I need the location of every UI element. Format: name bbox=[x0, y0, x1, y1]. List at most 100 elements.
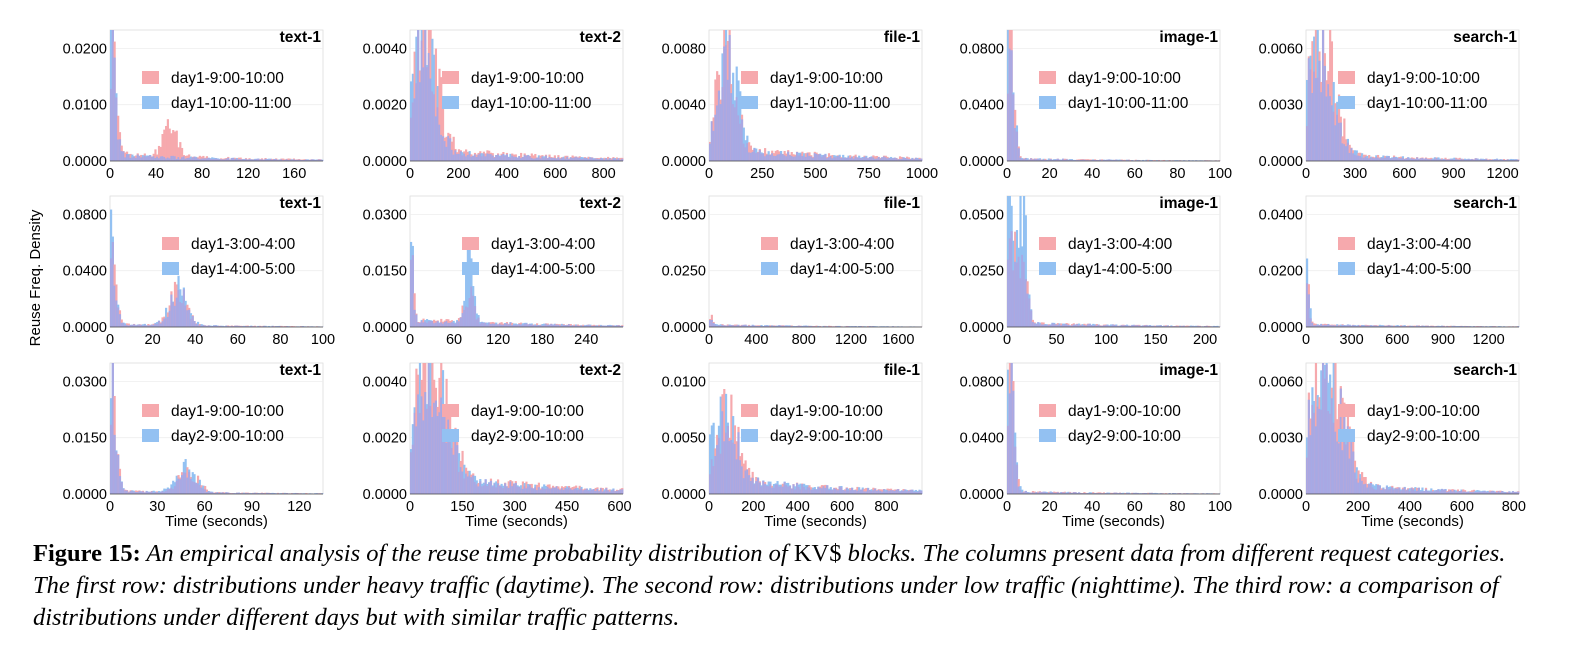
hist-bar-overlap bbox=[1030, 158, 1033, 161]
hist-bar-overlap bbox=[504, 483, 507, 494]
hist-bar-overlap bbox=[505, 154, 509, 161]
hist-bar-overlap bbox=[468, 475, 471, 494]
x-tick-label: 800 bbox=[592, 166, 616, 182]
hist-bar-overlap bbox=[181, 475, 184, 494]
panel-title: file-1 bbox=[884, 29, 921, 46]
hist-bar-overlap bbox=[1345, 444, 1348, 494]
hist-bar-overlap bbox=[225, 492, 228, 494]
hist-bar-overlap bbox=[897, 159, 900, 161]
x-tick-label: 900 bbox=[1431, 332, 1455, 348]
hist-bar-overlap bbox=[564, 487, 567, 494]
hist-bar-overlap bbox=[1099, 325, 1102, 327]
legend-swatch bbox=[1039, 404, 1056, 417]
hist-bar-overlap bbox=[1384, 489, 1387, 494]
hist-bar-overlap bbox=[456, 321, 459, 327]
hist-bar-overlap bbox=[1010, 363, 1013, 494]
hist-bar-overlap bbox=[1430, 491, 1433, 494]
hist-bar-overlap bbox=[1078, 492, 1081, 494]
hist-bar-overlap bbox=[488, 483, 491, 494]
hist-bar-overlap bbox=[1485, 491, 1488, 494]
hist-bar-overlap bbox=[161, 490, 164, 494]
hist-bar-overlap bbox=[502, 488, 505, 494]
hist-bar-overlap bbox=[1033, 492, 1036, 494]
hist-bar-overlap bbox=[541, 325, 544, 327]
hist-bar-overlap bbox=[1058, 159, 1061, 161]
hist-bar-overlap bbox=[156, 156, 159, 161]
hist-bar-overlap bbox=[1067, 159, 1070, 161]
hist-bar-overlap bbox=[212, 492, 216, 494]
y-tick-label: 0.0000 bbox=[960, 154, 1004, 170]
hist-bar-overlap bbox=[835, 488, 838, 494]
hist-bar-overlap bbox=[434, 322, 438, 327]
hist-bar-overlap bbox=[1090, 324, 1093, 327]
y-tick-label: 0.0150 bbox=[63, 431, 107, 447]
hist-bar-overlap bbox=[751, 477, 754, 494]
hist-bar-overlap bbox=[1182, 325, 1185, 327]
hist-bar-overlap bbox=[728, 325, 731, 327]
hist-bar-overlap bbox=[1014, 446, 1017, 494]
x-tick-label: 40 bbox=[187, 332, 203, 348]
hist-bar-overlap bbox=[578, 325, 581, 327]
legend-label: day1-9:00-10:00 bbox=[171, 403, 284, 420]
hist-bar-overlap bbox=[239, 326, 242, 327]
x-tick-label: 200 bbox=[446, 166, 470, 182]
hist-bar-overlap bbox=[785, 485, 788, 494]
hist-bar-overlap bbox=[550, 157, 553, 161]
hist-bar-overlap bbox=[1076, 160, 1079, 161]
hist-bar-overlap bbox=[537, 157, 540, 161]
hist-bar-overlap bbox=[861, 158, 864, 161]
hist-bar bbox=[539, 155, 542, 161]
hist-bar-overlap bbox=[1380, 489, 1383, 494]
hist-bar-overlap bbox=[200, 487, 203, 494]
x-tick-label: 150 bbox=[1144, 332, 1168, 348]
hist-bar-overlap bbox=[278, 326, 281, 327]
hist-bar-overlap bbox=[744, 147, 747, 161]
hist-bar-overlap bbox=[1497, 159, 1500, 161]
hist-bar-overlap bbox=[1437, 489, 1440, 494]
hist-bar-overlap bbox=[1046, 159, 1049, 161]
hist-bar-overlap bbox=[136, 154, 139, 161]
hist-bar-overlap bbox=[904, 489, 907, 494]
hist-bar-overlap bbox=[1325, 324, 1328, 327]
hist-bar-overlap bbox=[724, 432, 728, 494]
hist-bar-overlap bbox=[589, 157, 592, 161]
hist-bar-overlap bbox=[1038, 324, 1042, 327]
hist-bar-overlap bbox=[321, 160, 324, 161]
hist-bar-overlap bbox=[255, 158, 258, 161]
hist-bar-overlap bbox=[762, 480, 765, 494]
hist-bar-overlap bbox=[1329, 96, 1332, 161]
hist-bar-overlap bbox=[1117, 493, 1120, 494]
hist-bar-overlap bbox=[874, 488, 877, 494]
hist-bar-overlap bbox=[1408, 491, 1412, 494]
hist-bar-overlap bbox=[1412, 489, 1415, 494]
hist-bar-overlap bbox=[746, 143, 749, 161]
hist-bar-overlap bbox=[1102, 325, 1106, 327]
hist-bar-overlap bbox=[495, 324, 498, 327]
hist-bar-overlap bbox=[1419, 491, 1422, 494]
hist-bar-overlap bbox=[163, 318, 166, 327]
hist-bar-overlap bbox=[530, 157, 533, 161]
hist-bar-overlap bbox=[1063, 324, 1066, 327]
hist-bar-overlap bbox=[1101, 325, 1104, 327]
caption-text-after: blocks. The columns present data from di… bbox=[33, 540, 1506, 631]
hist-bar-overlap bbox=[849, 490, 852, 494]
hist-bar-overlap bbox=[1157, 325, 1161, 327]
hist-bar-overlap bbox=[486, 153, 489, 161]
hist-bar-overlap bbox=[771, 153, 774, 161]
hist-bar-overlap bbox=[546, 158, 549, 161]
hist-bar-overlap bbox=[749, 480, 752, 494]
hist-bar-overlap bbox=[463, 153, 466, 161]
hist-bar-overlap bbox=[780, 153, 783, 161]
plot-area bbox=[708, 195, 923, 328]
hist-bar-overlap bbox=[1327, 324, 1330, 327]
hist-bar bbox=[603, 157, 606, 161]
hist-bar-overlap bbox=[431, 91, 434, 161]
hist-bar-overlap bbox=[783, 325, 786, 327]
hist-bar-overlap bbox=[769, 154, 772, 161]
hist-bar-overlap bbox=[489, 323, 493, 327]
hist-bar-overlap bbox=[262, 159, 265, 161]
hist-bar-overlap bbox=[1472, 491, 1476, 494]
hist-bar-overlap bbox=[1007, 93, 1010, 161]
hist-bar-overlap bbox=[205, 158, 209, 161]
